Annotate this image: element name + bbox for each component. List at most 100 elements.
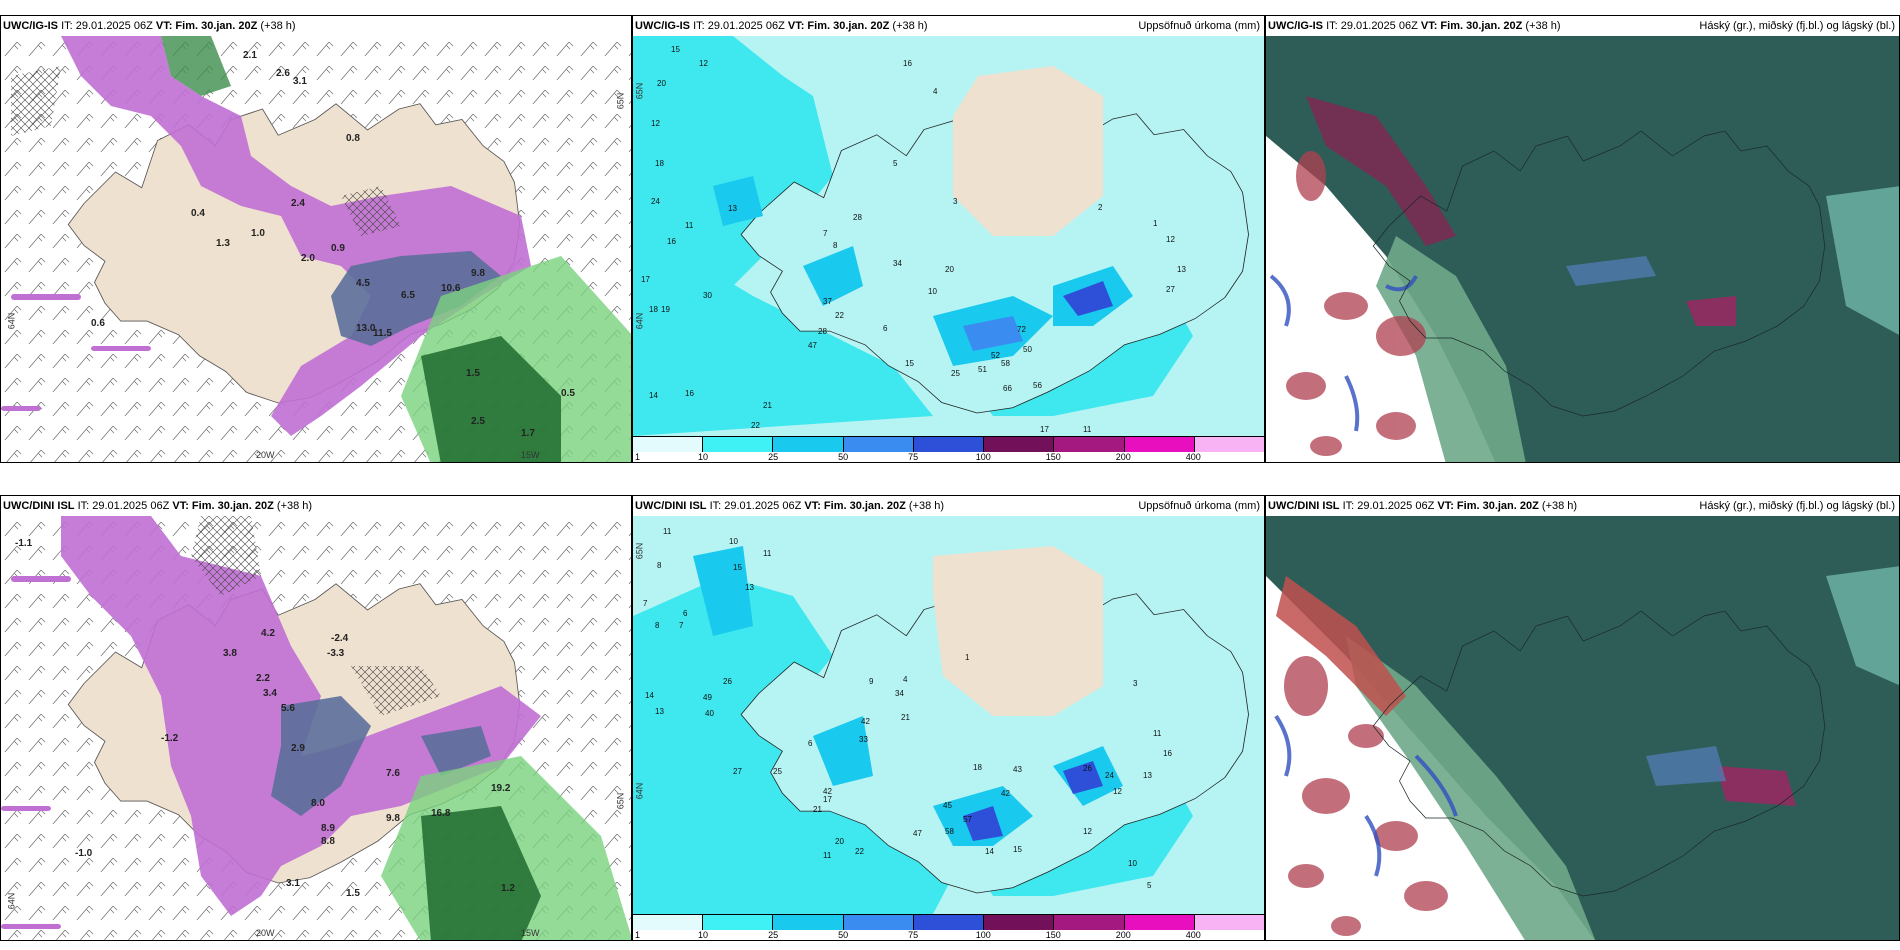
- value-label: 28: [818, 327, 827, 336]
- value-label: 19: [661, 305, 670, 314]
- lat-label-2: 65N: [615, 792, 626, 810]
- value-label: -3.3: [327, 648, 345, 659]
- value-label: 0.8: [346, 133, 360, 144]
- colorbar-ticks: 1 10 25 50 75 100 150 200 400: [633, 452, 1264, 462]
- value-label: 17: [823, 795, 832, 804]
- init-time: IT: 29.01.2025 06Z: [709, 500, 802, 512]
- value-label: -1.0: [75, 848, 93, 859]
- value-label: 2.9: [291, 743, 305, 754]
- valid-time: VT: Fim. 30.jan. 20Z: [1437, 500, 1539, 512]
- model-name: UWC/DINI ISL: [3, 500, 75, 512]
- value-label: 15: [905, 359, 914, 368]
- value-label: 1.5: [466, 368, 480, 379]
- init-time: IT: 29.01.2025 06Z: [1326, 20, 1418, 32]
- model-name: UWC/DINI ISL: [635, 500, 707, 512]
- value-label: 27: [1166, 285, 1175, 294]
- value-label: 22: [855, 847, 864, 856]
- lat-label: 65N: [634, 542, 645, 560]
- colorbar-segment: [773, 915, 844, 931]
- map-title: Uppsöfnuð úrkoma (mm): [1138, 20, 1260, 32]
- init-time: IT: 29.01.2025 06Z: [77, 500, 170, 512]
- value-label: 8: [833, 241, 838, 250]
- value-label: 30: [703, 291, 712, 300]
- value-label: 28: [853, 213, 862, 222]
- value-label: 10: [1128, 859, 1137, 868]
- value-label: 20: [945, 265, 954, 274]
- value-label: 16: [685, 389, 694, 398]
- lon-label-2: 15W: [521, 450, 540, 460]
- value-label: 2.0: [301, 253, 315, 264]
- value-label: 22: [751, 421, 760, 430]
- value-label: 14: [985, 847, 994, 856]
- value-label: 49: [703, 693, 712, 702]
- value-label: 27: [733, 767, 742, 776]
- value-label: 1.5: [346, 888, 360, 899]
- value-label: 13: [728, 204, 737, 213]
- value-label: -2.4: [331, 633, 349, 644]
- value-label: 8.0: [311, 798, 325, 809]
- value-label: 16: [1163, 749, 1172, 758]
- value-label: 10: [928, 287, 937, 296]
- wind-value-labels: -1.1 -1.2 -1.0 -2.4 -3.3 5.6 8.0 8.9 8.8…: [15, 538, 515, 899]
- value-label: 3.8: [223, 648, 237, 659]
- value-label: -1.2: [161, 733, 179, 744]
- value-label: 37: [823, 297, 832, 306]
- value-label: 2.4: [291, 198, 305, 209]
- value-label: 20: [657, 79, 666, 88]
- lead-time: (+38 h): [908, 500, 945, 512]
- precip-colorbar: [633, 914, 1264, 931]
- value-label: 33: [859, 735, 868, 744]
- map-title: Háský (gr.), miðský (fj.bl.) og lágský (…: [1699, 500, 1895, 512]
- colorbar-segment: [913, 437, 985, 453]
- value-label: 14: [649, 391, 658, 400]
- value-label: 21: [901, 713, 910, 722]
- value-label: 4: [903, 675, 908, 684]
- value-label: 9.8: [471, 268, 485, 279]
- value-label: 7: [679, 621, 684, 630]
- colorbar-segment: [913, 915, 985, 931]
- value-label: 4.2: [261, 628, 275, 639]
- value-label: 6: [808, 739, 813, 748]
- colorbar-segment: [1194, 437, 1264, 453]
- colorbar-tick: 100: [975, 930, 991, 940]
- value-label: 11: [663, 527, 672, 536]
- lat-label: 65N: [634, 82, 645, 100]
- panel-header: UWC/IG-IS IT: 29.01.2025 06Z VT: Fim. 30…: [1, 16, 631, 36]
- value-label: 0.6: [91, 318, 105, 329]
- value-label: 57: [963, 815, 972, 824]
- value-label: 51: [978, 365, 987, 374]
- value-label: 24: [1105, 771, 1114, 780]
- value-label: 34: [893, 259, 902, 268]
- precip-panel-top: UWC/IG-IS IT: 29.01.2025 06Z VT: Fim. 30…: [632, 15, 1265, 463]
- value-label: 1.0: [251, 228, 265, 239]
- value-label: 10: [729, 537, 738, 546]
- precip-map: 15 12 20 12 18 24 13 11 16 17 18 19 30 1…: [633, 36, 1264, 436]
- model-name: UWC/DINI ISL: [1268, 500, 1340, 512]
- init-time: IT: 29.01.2025 06Z: [61, 20, 153, 32]
- panel-header: UWC/DINI ISL IT: 29.01.2025 06Z VT: Fim.…: [1, 496, 631, 516]
- value-label: 11: [763, 549, 772, 558]
- value-label: 0.9: [331, 243, 345, 254]
- colorbar-segment: [1124, 915, 1195, 931]
- colorbar-segment: [703, 915, 774, 931]
- value-label: 5: [893, 159, 898, 168]
- value-label: 7: [643, 599, 648, 608]
- colorbar-tick: 150: [1045, 452, 1061, 462]
- colorbar-segment: [773, 437, 844, 453]
- colorbar-segment: [843, 437, 914, 453]
- lead-time: (+38 h): [260, 20, 296, 32]
- value-label: 40: [705, 709, 714, 718]
- value-label: 8: [655, 621, 660, 630]
- value-label: 11: [1153, 729, 1162, 738]
- value-label: 47: [808, 341, 817, 350]
- lon-label: 20W: [256, 450, 275, 460]
- colorbar-segment: [1054, 437, 1125, 453]
- value-label: 1: [965, 653, 970, 662]
- value-label: 18: [655, 159, 664, 168]
- precip-value-labels: 15 12 20 12 18 24 13 11 16 17 18 19 30 1…: [641, 45, 1186, 436]
- lat-label-2: 64N: [634, 782, 645, 800]
- colorbar-segment: [633, 915, 704, 931]
- value-label: 8.8: [321, 836, 335, 847]
- cloud-panel-top: UWC/IG-IS IT: 29.01.2025 06Z VT: Fim. 30…: [1265, 15, 1900, 463]
- value-label: 25: [951, 369, 960, 378]
